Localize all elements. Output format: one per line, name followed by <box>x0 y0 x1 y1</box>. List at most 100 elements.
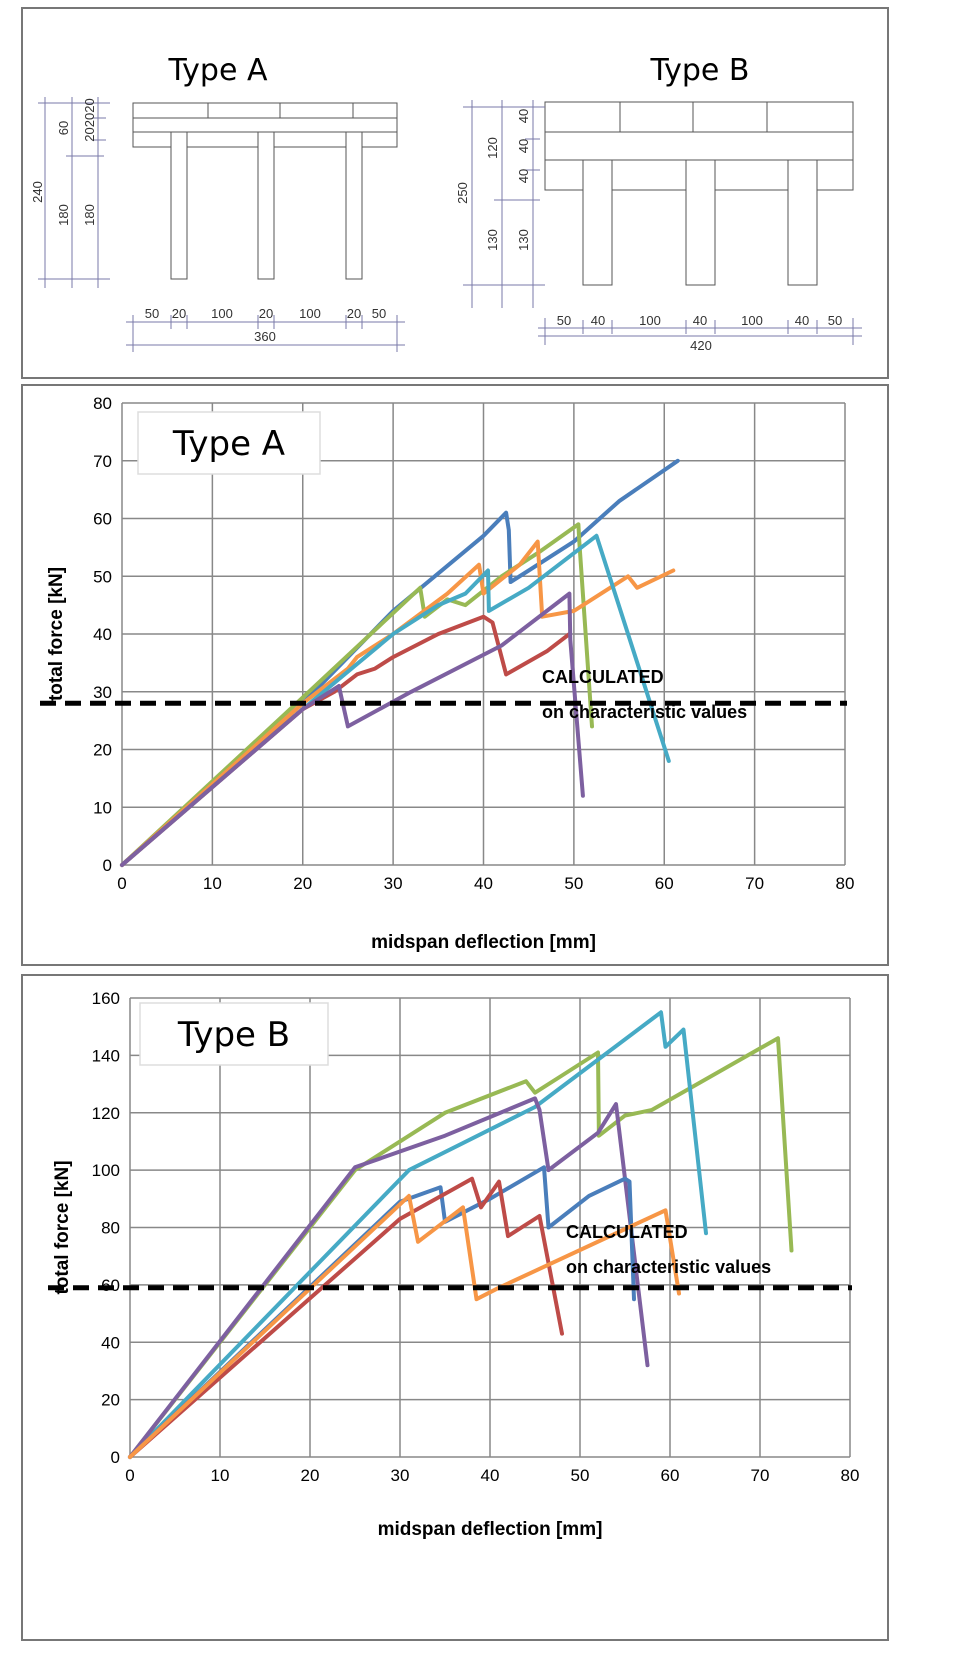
svg-text:202020: 202020 <box>82 98 97 141</box>
x-tick-label: 10 <box>203 874 222 893</box>
series-line-4 <box>120 533 671 867</box>
x-tick-label: 50 <box>571 1466 590 1485</box>
x-axis-title: midspan deflection [mm] <box>378 1519 603 1540</box>
svg-text:180: 180 <box>56 204 71 226</box>
svg-text:130: 130 <box>485 229 500 251</box>
y-tick-label: 10 <box>93 798 112 817</box>
reference-label-line1: CALCULATED <box>566 1222 688 1242</box>
svg-text:40: 40 <box>795 313 809 328</box>
series-line-4 <box>128 1165 636 1459</box>
svg-text:360: 360 <box>254 329 276 344</box>
svg-text:40: 40 <box>693 313 707 328</box>
svg-text:100: 100 <box>639 313 661 328</box>
chart-title-box <box>139 1002 329 1066</box>
svg-text:50: 50 <box>372 306 386 321</box>
y-tick-label: 70 <box>93 452 112 471</box>
chart-a-frame <box>21 384 889 966</box>
series-line-3 <box>120 539 676 867</box>
y-tick-label: 0 <box>103 856 112 875</box>
chart-b-frame <box>21 974 889 1641</box>
y-tick-label: 40 <box>101 1333 120 1352</box>
y-tick-label: 50 <box>93 567 112 586</box>
reference-label-line1: CALCULATED <box>542 667 664 687</box>
svg-text:40: 40 <box>591 313 605 328</box>
svg-text:100: 100 <box>741 313 763 328</box>
type-b-section <box>544 101 854 286</box>
y-tick-label: 80 <box>101 1219 120 1238</box>
svg-text:120: 120 <box>485 137 500 159</box>
y-tick-label: 20 <box>101 1391 120 1410</box>
y-tick-label: 0 <box>111 1448 120 1467</box>
type-b-dimension-labels: 250 120 130 40 40 40 130 50 40 100 40 10… <box>455 109 842 353</box>
reference-label-line2: on characteristic values <box>566 1257 771 1277</box>
y-tick-label: 100 <box>92 1161 120 1180</box>
type-a-title: Type A <box>168 53 268 88</box>
diagram-panel: Type A Type B 240 180 60 <box>21 7 889 379</box>
type-b-title: Type B <box>649 53 749 88</box>
series-line-5 <box>120 614 572 867</box>
svg-text:180: 180 <box>82 204 97 226</box>
x-tick-label: 20 <box>293 874 312 893</box>
svg-text:40: 40 <box>516 139 531 153</box>
reference-label-line2: on characteristic values <box>542 702 747 722</box>
series-line-2 <box>120 522 594 867</box>
chart-title: Type A <box>172 424 285 464</box>
y-axis-title: total force [kN] <box>46 567 67 701</box>
x-tick-label: 80 <box>836 874 855 893</box>
x-tick-label: 60 <box>661 1466 680 1485</box>
series-line-6 <box>120 591 585 867</box>
svg-text:60: 60 <box>56 121 71 135</box>
x-tick-label: 40 <box>474 874 493 893</box>
x-tick-label: 70 <box>745 874 764 893</box>
x-tick-label: 20 <box>301 1466 320 1485</box>
series-line-2 <box>128 1010 708 1459</box>
y-tick-label: 20 <box>93 741 112 760</box>
y-tick-label: 140 <box>92 1046 120 1065</box>
y-tick-label: 40 <box>93 625 112 644</box>
svg-text:240: 240 <box>30 181 45 203</box>
series-line-3 <box>128 1096 650 1459</box>
y-axis-title: total force [kN] <box>52 1160 73 1294</box>
type-a-section <box>132 102 398 280</box>
svg-text:100: 100 <box>211 306 233 321</box>
x-tick-label: 80 <box>841 1466 860 1485</box>
y-tick-label: 80 <box>93 394 112 413</box>
y-tick-label: 160 <box>92 989 120 1008</box>
series-line-6 <box>128 1193 681 1459</box>
svg-text:420: 420 <box>690 338 712 353</box>
svg-text:50: 50 <box>145 306 159 321</box>
chart-type-b: 01020304050607080020406080100120140160mi… <box>48 989 859 1540</box>
svg-text:50: 50 <box>828 313 842 328</box>
x-axis-title: midspan deflection [mm] <box>371 932 596 953</box>
x-tick-label: 30 <box>391 1466 410 1485</box>
x-tick-label: 0 <box>117 874 126 893</box>
svg-text:20: 20 <box>259 306 273 321</box>
svg-text:20: 20 <box>347 306 361 321</box>
x-tick-label: 50 <box>564 874 583 893</box>
y-tick-label: 60 <box>93 510 112 529</box>
chart-title-box <box>137 411 321 475</box>
chart-type-a: 0 10 20 30 40 50 60 70 80 0 10 20 30 40 50 60 70 80 midspa… <box>40 394 854 953</box>
svg-text:40: 40 <box>516 109 531 123</box>
diagram-frame <box>21 7 889 379</box>
svg-text:250: 250 <box>455 182 470 204</box>
x-tick-label: 30 <box>384 874 403 893</box>
chart-title: Type B <box>177 1015 290 1055</box>
svg-text:50: 50 <box>557 313 571 328</box>
svg-text:130: 130 <box>516 229 531 251</box>
x-tick-label: 70 <box>751 1466 770 1485</box>
type-b-dimension-lines <box>463 100 862 345</box>
y-tick-label: 120 <box>92 1104 120 1123</box>
x-tick-label: 60 <box>655 874 674 893</box>
x-tick-label: 0 <box>125 1466 134 1485</box>
series-line-1 <box>128 1036 794 1459</box>
svg-text:40: 40 <box>516 169 531 183</box>
type-a-dimension-lines <box>38 97 405 352</box>
type-a-dimension-labels: 240 180 60 180 202020 50 20 100 20 100 2… <box>30 98 386 344</box>
x-tick-label: 40 <box>481 1466 500 1485</box>
x-tick-label: 10 <box>211 1466 230 1485</box>
y-tick-label: 30 <box>93 683 112 702</box>
svg-text:20: 20 <box>172 306 186 321</box>
svg-text:100: 100 <box>299 306 321 321</box>
